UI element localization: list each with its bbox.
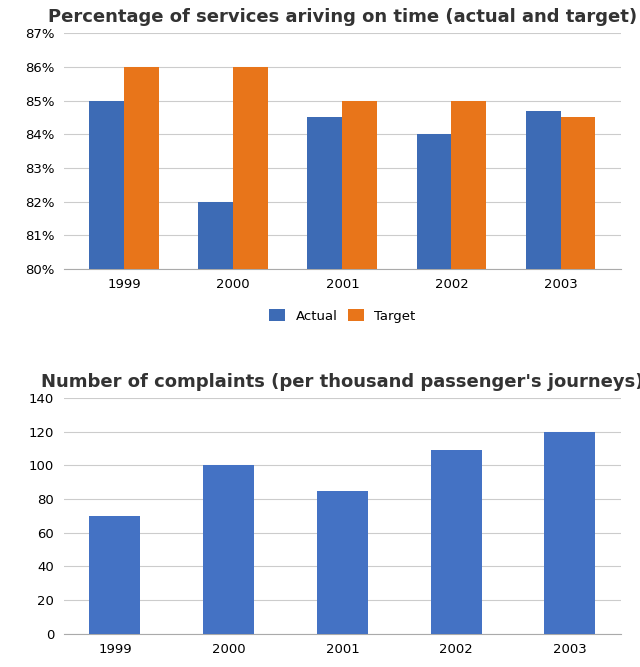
Bar	[90, 516, 141, 634]
Bar	[203, 466, 254, 634]
Bar	[431, 450, 482, 634]
Title: Percentage of services ariving on time (actual and target): Percentage of services ariving on time (…	[48, 8, 637, 26]
Bar	[307, 117, 342, 667]
Bar	[234, 67, 268, 667]
Bar	[417, 134, 451, 667]
Bar	[317, 491, 368, 634]
Bar	[342, 101, 378, 667]
Bar	[544, 432, 595, 634]
Bar	[525, 111, 561, 667]
Bar	[90, 101, 124, 667]
Bar	[561, 117, 595, 667]
Legend: Actual, Target: Actual, Target	[264, 304, 421, 328]
Bar	[124, 67, 159, 667]
Title: Number of complaints (per thousand passenger's journeys): Number of complaints (per thousand passe…	[41, 373, 640, 391]
Bar	[451, 101, 486, 667]
Bar	[198, 201, 234, 667]
